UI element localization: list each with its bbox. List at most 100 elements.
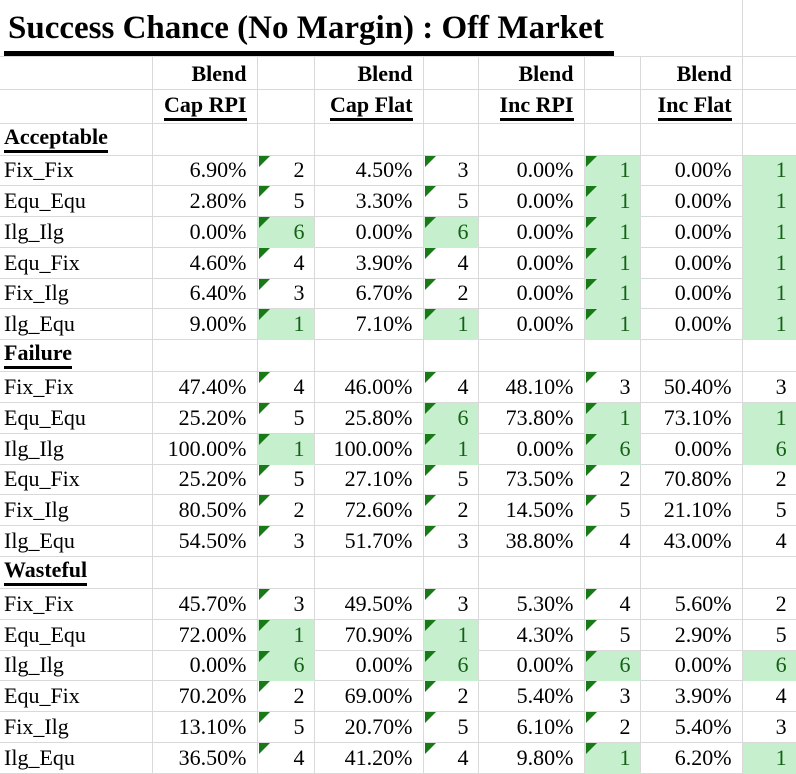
percent-cell[interactable]: 0.00% xyxy=(477,154,585,187)
rank-cell[interactable]: 1 xyxy=(741,277,796,310)
rank-cell[interactable]: 5 xyxy=(256,185,315,218)
percent-cell[interactable]: 38.80% xyxy=(477,525,585,558)
percent-cell[interactable]: 0.00% xyxy=(151,649,258,682)
empty-cell[interactable] xyxy=(741,0,796,57)
rank-cell[interactable]: 4 xyxy=(583,525,641,558)
row-label-cell[interactable]: Equ_Fix xyxy=(0,246,153,279)
rank-cell[interactable]: 1 xyxy=(741,402,796,434)
title-cell[interactable]: Success Chance (No Margin) : Off Market xyxy=(0,0,743,57)
rank-cell[interactable]: 1 xyxy=(583,742,641,774)
column-header-cell[interactable]: Cap RPI xyxy=(151,88,258,124)
percent-cell[interactable]: 0.00% xyxy=(313,216,424,248)
rank-cell[interactable]: 1 xyxy=(583,246,641,279)
empty-cell[interactable] xyxy=(583,339,641,373)
section-label-cell[interactable]: Failure xyxy=(0,339,153,373)
percent-cell[interactable]: 51.70% xyxy=(313,525,424,558)
percent-cell[interactable]: 25.80% xyxy=(313,402,424,434)
rank-cell[interactable]: 1 xyxy=(422,618,479,651)
rank-cell[interactable]: 3 xyxy=(256,525,315,558)
row-label-cell[interactable]: Ilg_Ilg xyxy=(0,216,153,248)
empty-cell[interactable] xyxy=(741,122,796,156)
empty-cell[interactable] xyxy=(256,122,315,156)
rank-cell[interactable]: 6 xyxy=(741,649,796,682)
rank-cell[interactable]: 5 xyxy=(741,618,796,651)
row-label-cell[interactable]: Equ_Equ xyxy=(0,185,153,218)
row-label-cell[interactable]: Ilg_Equ xyxy=(0,308,153,341)
empty-cell[interactable] xyxy=(256,556,315,590)
empty-cell[interactable] xyxy=(151,556,258,590)
percent-cell[interactable]: 45.70% xyxy=(151,588,258,620)
rank-cell[interactable]: 2 xyxy=(741,588,796,620)
percent-cell[interactable]: 0.00% xyxy=(477,185,585,218)
empty-cell[interactable] xyxy=(422,339,479,373)
empty-cell[interactable] xyxy=(0,55,153,90)
rank-cell[interactable]: 4 xyxy=(583,588,641,620)
rank-cell[interactable]: 4 xyxy=(256,371,315,404)
percent-cell[interactable]: 5.40% xyxy=(477,680,585,713)
percent-cell[interactable]: 0.00% xyxy=(477,246,585,279)
rank-cell[interactable]: 1 xyxy=(422,308,479,341)
percent-cell[interactable]: 6.20% xyxy=(639,742,743,774)
row-label-cell[interactable]: Fix_Fix xyxy=(0,371,153,404)
rank-cell[interactable]: 4 xyxy=(422,371,479,404)
percent-cell[interactable]: 69.00% xyxy=(313,680,424,713)
rank-cell[interactable]: 1 xyxy=(741,216,796,248)
rank-cell[interactable]: 2 xyxy=(256,494,315,527)
rank-cell[interactable]: 2 xyxy=(422,494,479,527)
empty-cell[interactable] xyxy=(477,122,585,156)
percent-cell[interactable]: 0.00% xyxy=(477,649,585,682)
percent-cell[interactable]: 20.70% xyxy=(313,711,424,744)
percent-cell[interactable]: 47.40% xyxy=(151,371,258,404)
empty-cell[interactable] xyxy=(0,88,153,124)
percent-cell[interactable]: 25.20% xyxy=(151,463,258,496)
percent-cell[interactable]: 73.50% xyxy=(477,463,585,496)
rank-cell[interactable]: 5 xyxy=(256,463,315,496)
empty-cell[interactable] xyxy=(151,339,258,373)
rank-cell[interactable]: 6 xyxy=(422,402,479,434)
section-label-cell[interactable]: Wasteful xyxy=(0,556,153,590)
row-label-cell[interactable]: Fix_Fix xyxy=(0,588,153,620)
rank-cell[interactable]: 4 xyxy=(256,742,315,774)
percent-cell[interactable]: 2.80% xyxy=(151,185,258,218)
percent-cell[interactable]: 41.20% xyxy=(313,742,424,774)
rank-cell[interactable]: 1 xyxy=(583,308,641,341)
percent-cell[interactable]: 3.90% xyxy=(313,246,424,279)
percent-cell[interactable]: 5.40% xyxy=(639,711,743,744)
rank-cell[interactable]: 3 xyxy=(741,711,796,744)
empty-cell[interactable] xyxy=(639,122,743,156)
empty-cell[interactable] xyxy=(256,55,315,90)
rank-cell[interactable]: 4 xyxy=(741,525,796,558)
rank-cell[interactable]: 2 xyxy=(422,680,479,713)
rank-cell[interactable]: 6 xyxy=(583,432,641,465)
rank-cell[interactable]: 6 xyxy=(583,649,641,682)
empty-cell[interactable] xyxy=(639,339,743,373)
rank-cell[interactable]: 6 xyxy=(741,432,796,465)
percent-cell[interactable]: 0.00% xyxy=(639,246,743,279)
empty-cell[interactable] xyxy=(151,122,258,156)
rank-cell[interactable]: 1 xyxy=(741,742,796,774)
percent-cell[interactable]: 5.60% xyxy=(639,588,743,620)
row-label-cell[interactable]: Fix_Fix xyxy=(0,154,153,187)
percent-cell[interactable]: 70.90% xyxy=(313,618,424,651)
percent-cell[interactable]: 5.30% xyxy=(477,588,585,620)
rank-cell[interactable]: 4 xyxy=(256,246,315,279)
rank-cell[interactable]: 3 xyxy=(583,371,641,404)
percent-cell[interactable]: 0.00% xyxy=(477,308,585,341)
empty-cell[interactable] xyxy=(422,556,479,590)
percent-cell[interactable]: 4.30% xyxy=(477,618,585,651)
rank-cell[interactable]: 3 xyxy=(422,588,479,620)
empty-cell[interactable] xyxy=(313,556,424,590)
percent-cell[interactable]: 0.00% xyxy=(639,649,743,682)
percent-cell[interactable]: 50.40% xyxy=(639,371,743,404)
row-label-cell[interactable]: Ilg_Equ xyxy=(0,742,153,774)
percent-cell[interactable]: 6.10% xyxy=(477,711,585,744)
blend-header-cell[interactable]: Blend xyxy=(477,55,585,90)
empty-cell[interactable] xyxy=(583,556,641,590)
section-label-cell[interactable]: Acceptable xyxy=(0,122,153,156)
percent-cell[interactable]: 80.50% xyxy=(151,494,258,527)
rank-cell[interactable]: 4 xyxy=(422,742,479,774)
row-label-cell[interactable]: Equ_Fix xyxy=(0,680,153,713)
rank-cell[interactable]: 5 xyxy=(583,494,641,527)
percent-cell[interactable]: 0.00% xyxy=(639,185,743,218)
percent-cell[interactable]: 46.00% xyxy=(313,371,424,404)
